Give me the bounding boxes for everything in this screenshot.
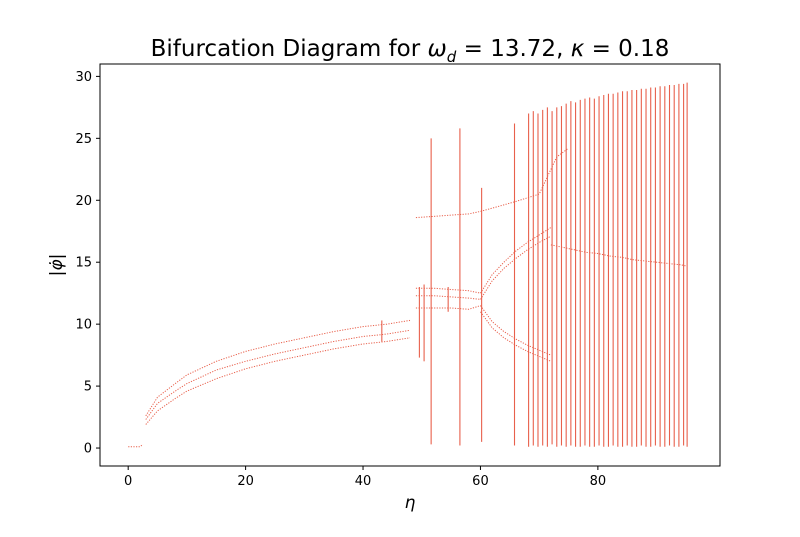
x-axis: 0 20 40 60 80 [124, 466, 606, 489]
x-tick-label: 40 [355, 474, 372, 489]
title-omega-value: = 13.72, [456, 36, 570, 62]
y-axis-label: |φ̇| [47, 254, 67, 277]
y-tick-label: 5 [84, 380, 92, 395]
title-kappa-symbol: κ [571, 36, 585, 62]
title-kappa-value: = 0.18 [584, 36, 669, 62]
title-prefix: Bifurcation Diagram for [151, 36, 428, 62]
plot-area [99, 63, 721, 467]
axes-frame [99, 63, 721, 467]
y-axis: 0 5 10 15 20 25 30 [75, 70, 100, 457]
x-tick-label: 80 [590, 474, 607, 489]
y-tick-label: 0 [84, 442, 92, 457]
y-tick-label: 15 [75, 256, 92, 271]
chart-title: Bifurcation Diagram for ωd = 13.72, κ = … [151, 36, 670, 66]
y-tick-label: 30 [75, 70, 92, 85]
branch-series-1 [145, 329, 411, 420]
branch-series-8 [480, 235, 552, 300]
branch-series-7 [480, 227, 552, 294]
y-tick-label: 20 [75, 194, 92, 209]
data-marks [128, 82, 688, 448]
branch-series-11 [415, 147, 569, 219]
x-tick-label: 0 [124, 474, 132, 489]
x-tick-label: 60 [472, 474, 489, 489]
branch-series-12 [550, 244, 687, 267]
y-tick-label: 25 [75, 132, 92, 147]
branch-series-2 [145, 337, 411, 425]
x-tick-label: 20 [237, 474, 254, 489]
y-tick-label: 10 [75, 318, 92, 333]
title-omega-symbol: ω [428, 36, 447, 62]
title-omega-subscript: d [447, 48, 457, 66]
plot-background [100, 64, 720, 466]
x-axis-label: η [405, 493, 416, 513]
